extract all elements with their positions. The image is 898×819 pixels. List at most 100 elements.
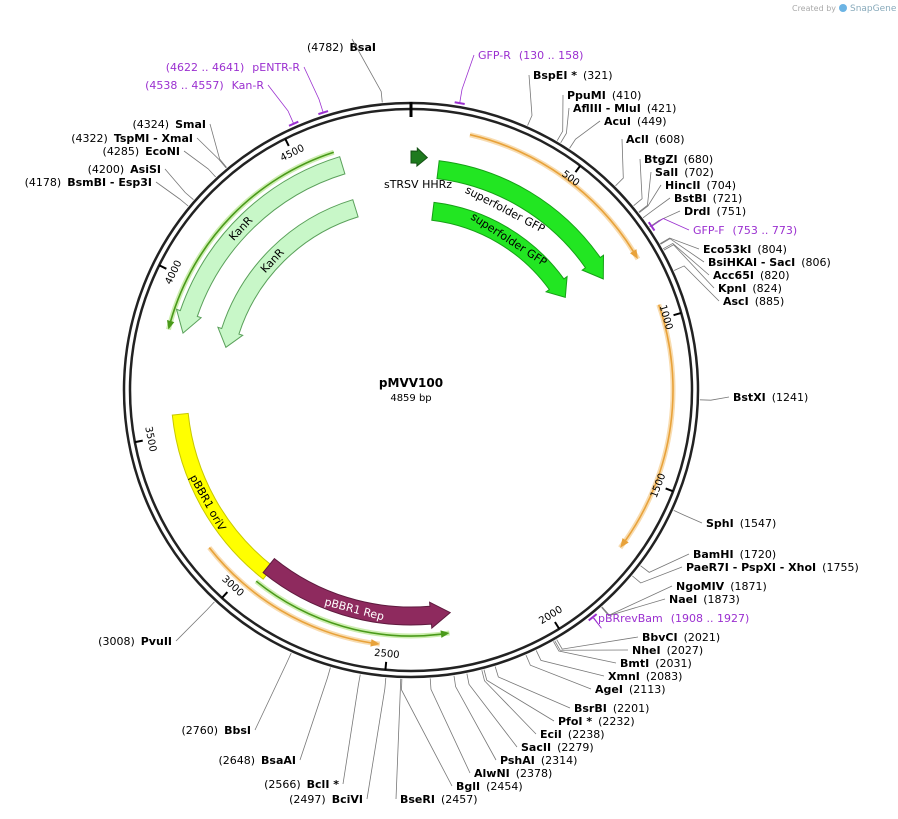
plasmid-name: pMVV100 [379, 376, 443, 390]
primer-name: GFP-R [478, 49, 511, 62]
primer-range: (753 .. 773) [733, 224, 798, 237]
enzyme-name: BsaAI [261, 754, 296, 767]
feature-arrow [217, 199, 359, 349]
enzyme-name: BspEI * [533, 69, 577, 82]
leader-line [560, 107, 570, 143]
primer-leader [459, 54, 475, 104]
enzyme-label: AflIII - MluI (421) [573, 102, 676, 115]
enzyme-name: BciVI [332, 793, 363, 806]
leader-line [638, 184, 662, 214]
leader-line [554, 640, 629, 651]
enzyme-label: PshAI (2314) [500, 754, 577, 767]
enzyme-name: SalI [655, 166, 678, 179]
tick-label: 2500 [374, 648, 400, 661]
enzyme-name: BclI * [307, 778, 340, 791]
enzyme-label: PpuMI (410) [567, 89, 641, 102]
leader-line [453, 675, 497, 761]
primer-leader [651, 218, 690, 231]
enzyme-pos: (4200) [88, 163, 125, 176]
enzyme-label: BmtI (2031) [620, 657, 692, 670]
leader-line [569, 120, 601, 149]
leader-line [527, 74, 533, 126]
enzyme-name: AclI [626, 133, 649, 146]
primer-site [318, 110, 329, 116]
enzyme-name: BsiHKAI - SacI [708, 256, 795, 269]
tick-label: 3500 [142, 426, 158, 453]
enzyme-label: HincII (704) [665, 179, 736, 192]
enzyme-pos: (449) [637, 115, 667, 128]
enzyme-pos: (680) [684, 153, 714, 166]
tick-mark [665, 487, 674, 493]
enzyme-pos: (721) [713, 192, 743, 205]
enzyme-label: AcuI (449) [604, 115, 667, 128]
enzyme-label: AlwNI (2378) [474, 767, 552, 780]
enzyme-label: BseRI (2457) [400, 793, 478, 806]
enzyme-label: AscI (885) [723, 295, 784, 308]
enzyme-name: BsaI [350, 41, 376, 54]
enzyme-label: BstXI (1241) [733, 391, 808, 404]
enzyme-pos: (751) [717, 205, 747, 218]
enzyme-pos: (1871) [730, 580, 767, 593]
leader-line [632, 566, 683, 584]
enzyme-pos: (4285) [103, 145, 140, 158]
enzyme-pos: (4322) [71, 132, 108, 145]
leader-line [663, 244, 715, 289]
leader-line [699, 396, 730, 401]
enzyme-pos: (4178) [25, 176, 62, 189]
enzyme-name: PshAI [500, 754, 535, 767]
leader-line [601, 585, 673, 616]
primer-range: (4622 .. 4641) [166, 61, 245, 74]
leader-line [466, 673, 518, 748]
enzyme-label: AclI (608) [626, 133, 685, 146]
enzyme-pos: (704) [707, 179, 737, 192]
enzyme-name: HincII [665, 179, 701, 192]
enzyme-pos: (2027) [667, 644, 704, 657]
enzyme-pos: (2566) [264, 778, 301, 791]
feature-arrow [410, 146, 429, 168]
primer-site [288, 120, 299, 127]
leader-line [175, 601, 215, 642]
feature-arrow [175, 156, 346, 334]
enzyme-label: DrdI (751) [684, 205, 746, 218]
enzyme-label: (4178) BsmBI - Esp3I [25, 176, 152, 189]
enzyme-pos: (2232) [598, 715, 635, 728]
primer-label: GFP-R (130 .. 158) [478, 49, 583, 62]
primer-range: (4538 .. 4557) [145, 79, 224, 92]
enzyme-name: PvuII [141, 635, 172, 648]
leader-line [642, 197, 671, 219]
enzyme-label: NheI (2027) [632, 644, 703, 657]
enzyme-name: BseRI [400, 793, 435, 806]
enzyme-name: KpnI [718, 282, 746, 295]
enzyme-name: PpuMI [567, 89, 606, 102]
enzyme-pos: (4324) [133, 118, 170, 131]
enzyme-name: NaeI [669, 593, 697, 606]
enzyme-pos: (1755) [822, 561, 859, 574]
enzyme-label: EciI (2238) [540, 728, 604, 741]
enzyme-name: BbsI [224, 724, 251, 737]
tick-mark [384, 661, 388, 670]
watermark-prefix: Created by [792, 4, 836, 13]
tick-label: 2000 [537, 604, 564, 627]
enzyme-pos: (2083) [646, 670, 683, 683]
feature-arrow [431, 201, 568, 298]
enzyme-pos: (2760) [182, 724, 219, 737]
enzyme-label: SphI (1547) [706, 517, 776, 530]
leader-line [525, 654, 592, 690]
enzyme-name: Eco53kI [703, 243, 751, 256]
enzyme-name: AcuI [604, 115, 631, 128]
primer-label: (4538 .. 4557) Kan-R [145, 79, 264, 92]
enzyme-label: KpnI (824) [718, 282, 782, 295]
feature-arrow [171, 412, 274, 580]
enzyme-label: BspEI * (321) [533, 69, 613, 82]
leader-line [366, 677, 387, 800]
enzyme-pos: (806) [801, 256, 831, 269]
enzyme-pos: (702) [684, 166, 714, 179]
primer-site [647, 221, 656, 232]
leader-line [556, 94, 564, 141]
leader-line [553, 641, 617, 664]
enzyme-pos: (4782) [307, 41, 344, 54]
leader-line [483, 669, 555, 722]
enzyme-name: BamHI [693, 548, 734, 561]
enzyme-pos: (804) [757, 243, 787, 256]
